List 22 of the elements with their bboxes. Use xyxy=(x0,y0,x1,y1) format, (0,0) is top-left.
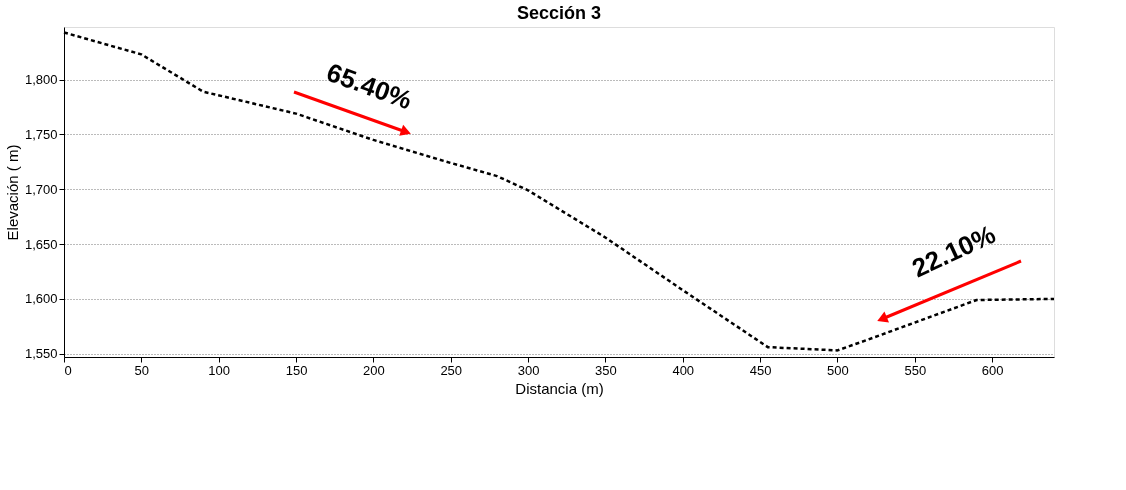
y-tick-label: 1,800 xyxy=(24,72,58,88)
x-tick-label: 100 xyxy=(208,362,231,378)
x-tick-label: 300 xyxy=(517,362,540,378)
x-tick-label: 550 xyxy=(904,362,927,378)
chart-title: Sección 3 xyxy=(516,3,602,23)
x-tick-label: 450 xyxy=(749,362,772,378)
x-tick-label: 0 xyxy=(64,362,72,378)
y-tick-label: 1,550 xyxy=(24,346,58,362)
x-tick-label: 200 xyxy=(363,362,385,378)
y-axis-title: Elevación ( m) xyxy=(3,144,21,241)
x-tick-label: 150 xyxy=(285,362,308,378)
x-tick-label: 250 xyxy=(440,362,463,378)
x-tick-label: 500 xyxy=(827,362,849,378)
x-axis-title: Distancia (m) xyxy=(515,379,604,397)
y-tick-label: 1,750 xyxy=(24,126,58,142)
y-tick-label: 1,700 xyxy=(24,181,58,197)
y-tick-label: 1,600 xyxy=(24,291,58,307)
y-tick-label: 1,650 xyxy=(24,236,58,252)
x-tick-label: 350 xyxy=(595,362,617,378)
x-tick-label: 50 xyxy=(134,362,150,378)
x-tick-label: 600 xyxy=(981,362,1004,378)
x-tick-label: 400 xyxy=(672,362,695,378)
